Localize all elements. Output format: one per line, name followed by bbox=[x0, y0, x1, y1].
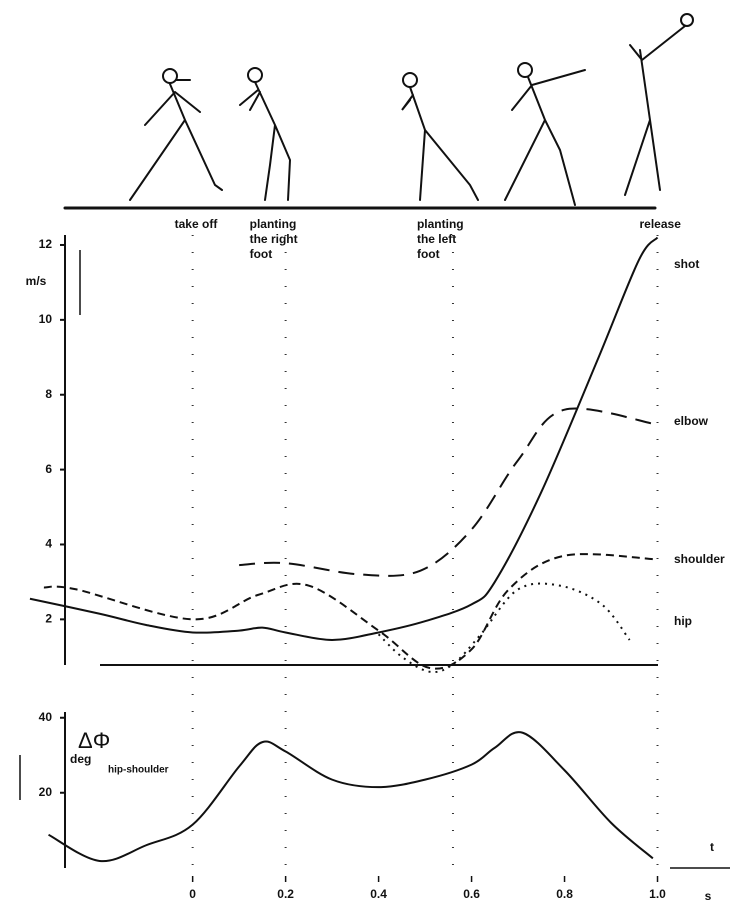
series-label: hip bbox=[674, 614, 692, 628]
subtitle: hip-shoulder bbox=[108, 765, 169, 776]
y-tick-label: 2 bbox=[45, 612, 52, 626]
event-label: release bbox=[640, 217, 682, 231]
y-tick-label: 6 bbox=[45, 462, 52, 476]
series-line bbox=[239, 409, 657, 576]
y-axis-label: m/s bbox=[26, 274, 47, 288]
y-tick-label: 4 bbox=[45, 537, 52, 551]
x-tick-label: 0.4 bbox=[370, 887, 387, 901]
event-label: take off bbox=[175, 217, 219, 231]
event-label: planting bbox=[250, 217, 297, 231]
x-tick-label: 1.0 bbox=[649, 887, 666, 901]
event-label: the right bbox=[250, 232, 298, 246]
series-label: shot bbox=[674, 257, 699, 271]
event-label: foot bbox=[250, 247, 273, 261]
x-tick-label: 0 bbox=[189, 887, 196, 901]
event-label: planting bbox=[417, 217, 464, 231]
y-tick-label: 10 bbox=[39, 312, 53, 326]
x-tick-label: 0.6 bbox=[463, 887, 480, 901]
stick-figures bbox=[65, 14, 693, 208]
series-line bbox=[44, 554, 658, 669]
x-axis-label: t bbox=[710, 840, 714, 854]
x-axis-unit: s bbox=[705, 889, 712, 903]
event-label: the left bbox=[417, 232, 456, 246]
y-tick-label: 12 bbox=[39, 237, 53, 251]
y-tick-label: 20 bbox=[39, 785, 53, 799]
y-axis-label: deg bbox=[70, 752, 91, 766]
symbol-label: ΔΦ bbox=[78, 728, 110, 753]
x-tick-label: 0.2 bbox=[277, 887, 294, 901]
figure: 24681012take offplantingthe rightfootpla… bbox=[0, 0, 754, 906]
series-label: shoulder bbox=[674, 552, 725, 566]
series-line bbox=[30, 237, 658, 639]
series-label: elbow bbox=[674, 414, 709, 428]
y-tick-label: 40 bbox=[39, 710, 53, 724]
series-line bbox=[49, 732, 653, 861]
x-tick-label: 0.8 bbox=[556, 887, 573, 901]
event-label: foot bbox=[417, 247, 440, 261]
y-tick-label: 8 bbox=[45, 387, 52, 401]
series-line bbox=[379, 584, 630, 673]
